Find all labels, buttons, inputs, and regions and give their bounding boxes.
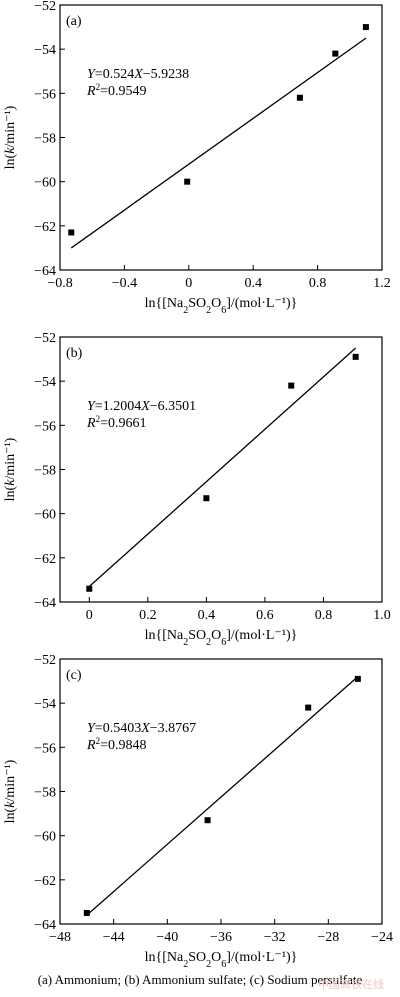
panel-b-x-tick-label: 0.4 <box>198 608 216 623</box>
panel-c-y-tick-label: −58 <box>34 786 56 801</box>
panel-b-data-point <box>352 353 359 360</box>
panel-c-y-tick-label: −64 <box>34 918 56 933</box>
panel-b-y-tick-label: −58 <box>34 464 56 479</box>
panel-c-data-point <box>354 675 361 682</box>
panel-c-y-tick-label: −62 <box>34 874 56 889</box>
panel-c-y-tick-label: −60 <box>34 830 56 845</box>
panel-a-x-tick-label: −0.8 <box>47 276 72 291</box>
panel-b-chart: 0 0.2 0.4 0.6 0.8 1.0 −52 −54 −56 −58 −60 −62 −64 (b)… <box>3 331 391 648</box>
panel-c-data-point <box>305 704 312 711</box>
panel-b-x-tick-label: 1.0 <box>373 608 391 623</box>
panel-c-r-squared: R2=0.9848 <box>86 736 146 753</box>
panel-a-chart: −0.8 −0.4 0 0.4 0.8 1.2 −52 −54 −56 −58 −60 −62 −64 (… <box>3 0 391 316</box>
panel-c-x-tick-label: −24 <box>371 930 393 945</box>
watermark: 中国高铁在线 <box>318 978 384 991</box>
panel-c-y-tick-label: −52 <box>34 653 56 668</box>
panel-b-x-tick-label: 0.8 <box>315 608 333 623</box>
panel-b-x-axis-title: ln{[Na2SO2O6]/(mol·L⁻¹)} <box>145 628 298 648</box>
panel-b-y-tick-label: −54 <box>34 375 56 390</box>
panel-a-x-tick-label: 0.8 <box>309 276 327 291</box>
panel-b-fit-line <box>88 347 357 588</box>
panel-a-x-tick-label: 0.4 <box>244 276 262 291</box>
panel-c-equation: Y=0.5403X−3.8767 <box>87 721 196 736</box>
panel-c-x-tick-label: −44 <box>103 930 125 945</box>
panel-a-x-axis-title: ln{[Na2SO2O6]/(mol·L⁻¹)} <box>145 296 298 316</box>
panel-b-y-tick-label: −56 <box>34 419 56 434</box>
panel-c-x-tick-label: −32 <box>264 930 286 945</box>
panel-b-y-tick-label: −52 <box>34 331 56 346</box>
panel-a-data-point <box>332 50 339 57</box>
panel-a-data-point <box>68 229 75 236</box>
panel-c-x-tick-label: −40 <box>156 930 178 945</box>
panel-a-x-tick-label: 1.2 <box>373 276 391 291</box>
panel-a-data-point <box>184 178 191 185</box>
panel-b-data-point <box>288 382 295 389</box>
panel-c-y-axis-title: ln(k/min⁻¹) <box>3 759 18 823</box>
panel-b-equation: Y=1.2004X−6.3501 <box>87 399 196 414</box>
panel-b-x-tick-label: 0.2 <box>139 608 157 623</box>
panel-c-x-tick-label: −28 <box>317 930 339 945</box>
panel-a-y-tick-label: −64 <box>34 264 56 279</box>
panel-c-x-tick-label: −48 <box>49 930 71 945</box>
panel-a-label: (a) <box>66 14 82 29</box>
panel-c-y-tick-label: −56 <box>34 741 56 756</box>
panel-b-r-squared: R2=0.9661 <box>86 414 146 431</box>
panel-a-y-axis-title: ln(k/min⁻¹) <box>3 105 18 169</box>
panel-c-x-tick-label: −36 <box>210 930 232 945</box>
panel-a-fit-line <box>70 37 367 249</box>
panel-b-data-point <box>203 495 210 502</box>
panel-b-y-axis-title: ln(k/min⁻¹) <box>3 437 18 501</box>
panel-b-x-tick-label: 0.6 <box>256 608 274 623</box>
panel-a-x-tick-label: −0.4 <box>112 276 137 291</box>
panel-a-y-tick-label: −62 <box>34 220 56 235</box>
panel-c-label: (c) <box>66 668 82 683</box>
panel-b-data-point <box>86 585 93 592</box>
panel-c-y-tick-label: −54 <box>34 697 56 712</box>
panel-c-fit-line <box>86 676 359 916</box>
panel-a-equation: Y=0.524X−5.9238 <box>87 67 189 82</box>
panel-b-x-tick-label: 0 <box>86 608 93 623</box>
panel-c-data-point <box>204 817 211 824</box>
panel-a-data-point <box>362 24 369 31</box>
panel-a-r-squared: R2=0.9549 <box>86 82 146 99</box>
panel-a-x-tick-label: 0 <box>185 276 192 291</box>
panel-b-y-tick-label: −60 <box>34 508 56 523</box>
panel-a-data-point <box>296 94 303 101</box>
panel-b-y-tick-label: −62 <box>34 552 56 567</box>
panel-c-chart: −48 −44 −40 −36 −32 −28 −24 −52 −54 −56 −58 −60 −62 −… <box>3 653 393 970</box>
figure-caption: (a) Ammonium; (b) Ammonium sulfate; (c) … <box>37 972 363 987</box>
panel-a-y-tick-label: −60 <box>34 176 56 191</box>
panel-a-frame <box>59 4 383 271</box>
panel-c-data-point <box>83 909 90 916</box>
panel-a-y-tick-label: −52 <box>34 0 56 14</box>
panel-c-x-axis-title: ln{[Na2SO2O6]/(mol·L⁻¹)} <box>145 950 298 970</box>
panel-a-y-tick-label: −58 <box>34 132 56 147</box>
panel-a-y-tick-label: −56 <box>34 87 56 102</box>
panel-b-frame <box>59 336 383 603</box>
panel-b-label: (b) <box>66 346 83 361</box>
panel-a-y-tick-label: −54 <box>34 43 56 58</box>
panel-b-y-tick-label: −64 <box>34 596 56 611</box>
